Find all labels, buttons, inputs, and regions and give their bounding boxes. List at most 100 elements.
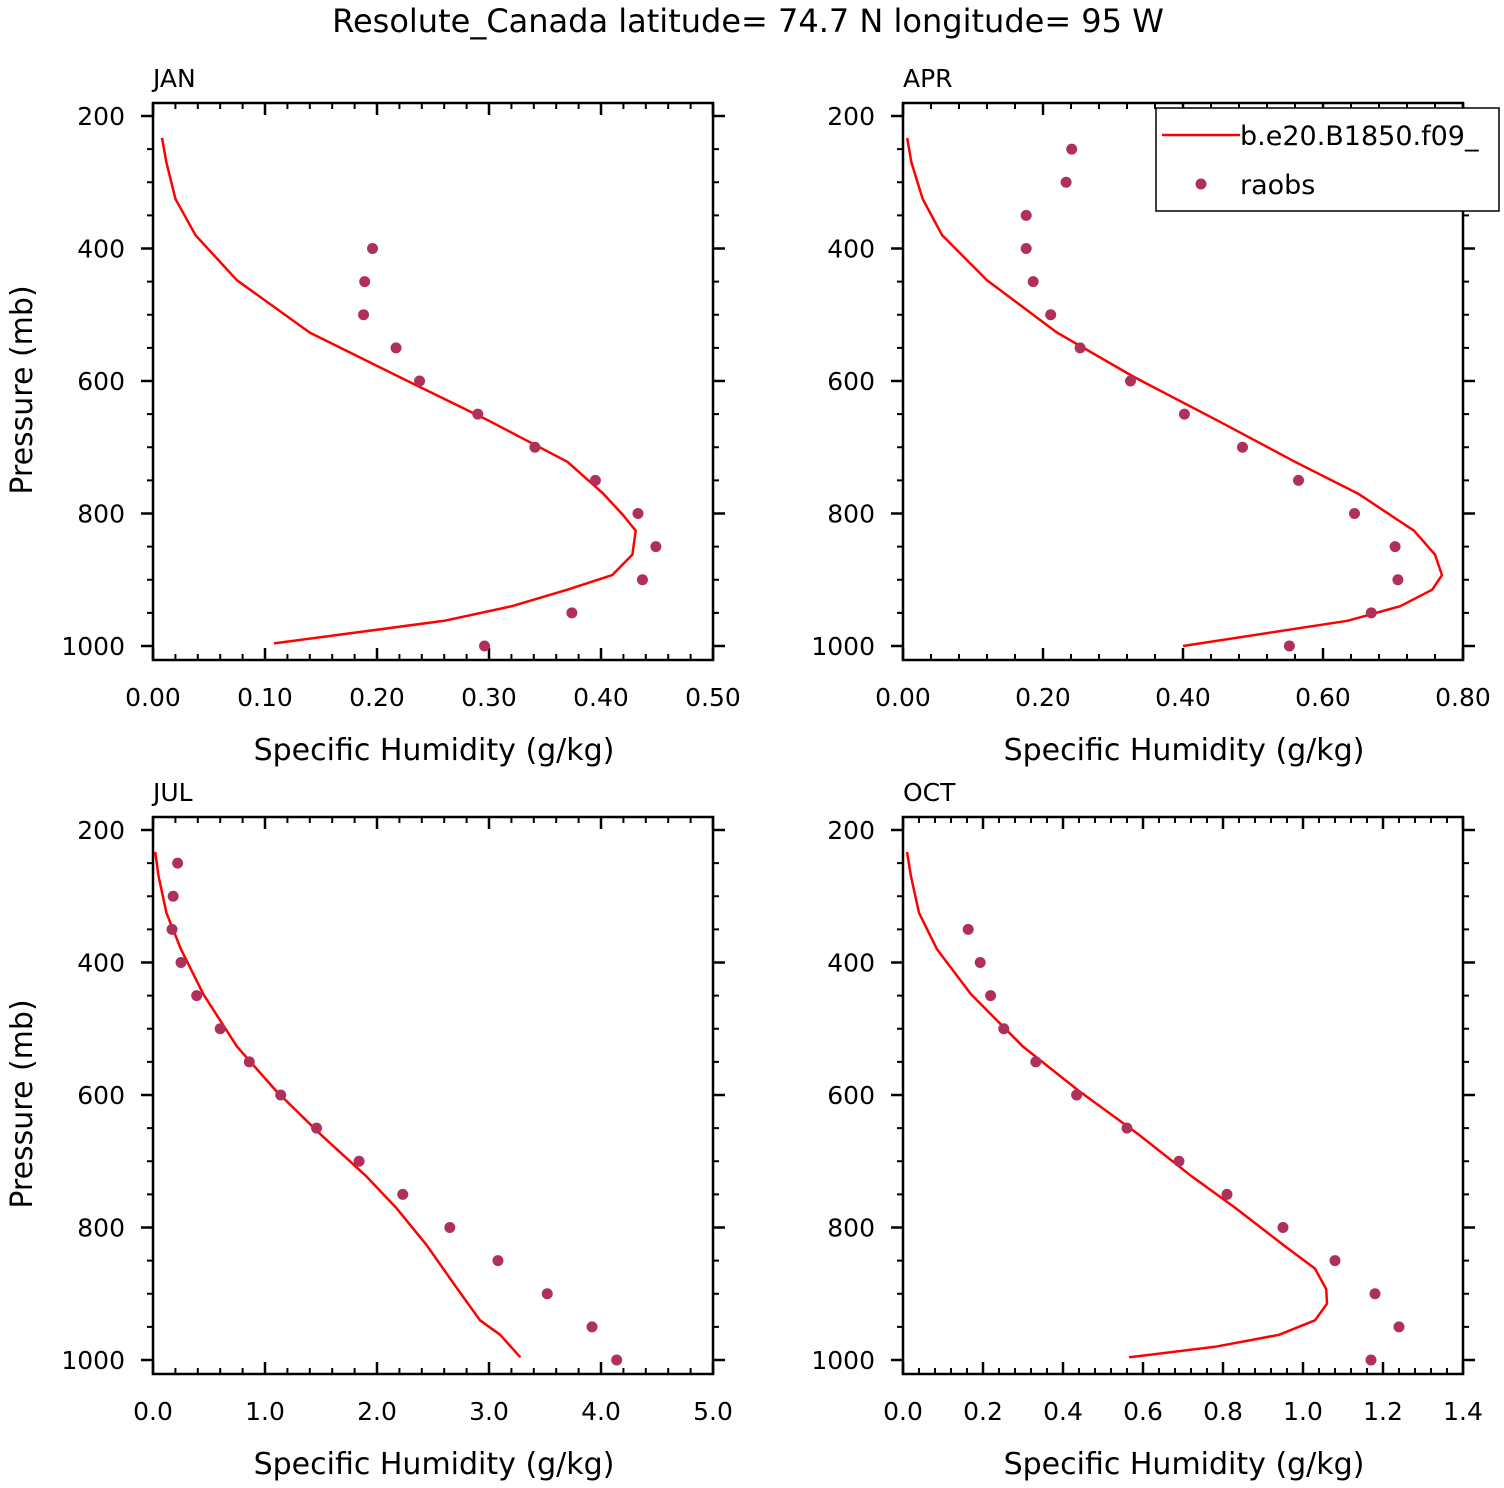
raobs-point	[1125, 375, 1136, 387]
panel-title: JUL	[151, 778, 193, 807]
raobs-point	[529, 441, 541, 453]
raobs-point	[962, 923, 974, 935]
raobs-point	[632, 508, 644, 519]
raobs-point	[414, 375, 426, 387]
raobs-point	[1074, 342, 1086, 354]
raobs-point	[311, 1122, 323, 1134]
y-tick-label: 400	[827, 949, 875, 978]
raobs-point	[1030, 1056, 1042, 1068]
raobs-point	[1329, 1255, 1341, 1267]
raobs-point	[444, 1222, 456, 1233]
x-tick-label: 0.50	[685, 683, 741, 712]
raobs-point	[243, 1056, 255, 1068]
panel-title: JAN	[151, 64, 196, 93]
y-tick-label: 600	[77, 367, 125, 396]
raobs-point	[191, 990, 203, 1002]
x-tick-label: 0.30	[461, 683, 517, 712]
raobs-point	[1071, 1089, 1083, 1101]
raobs-point	[172, 857, 184, 869]
model-profile-line	[905, 137, 1444, 648]
x-axis-label: Specific Humidity (g/kg)	[254, 1447, 615, 1482]
x-tick-label: 1.2	[1363, 1397, 1403, 1426]
raobs-point	[1389, 541, 1401, 553]
raobs-point	[1365, 1354, 1377, 1366]
x-tick-label: 1.0	[245, 1397, 285, 1426]
x-tick-label: 1.4	[1443, 1397, 1483, 1426]
y-tick-label: 800	[77, 500, 125, 529]
y-tick-label: 800	[77, 1214, 125, 1243]
legend-obs-label: raobs	[1240, 170, 1315, 201]
raobs-point	[175, 957, 187, 968]
y-tick-label: 600	[827, 367, 875, 396]
model-profile-line	[160, 137, 637, 645]
raobs-point	[1045, 309, 1057, 321]
raobs-point	[1277, 1222, 1289, 1233]
raobs-point	[166, 923, 178, 935]
raobs-point	[566, 607, 578, 619]
raobs-point	[492, 1255, 504, 1267]
y-tick-label: 1000	[61, 1346, 125, 1375]
raobs-point	[167, 890, 179, 902]
y-tick-label: 200	[77, 816, 125, 845]
y-tick-label: 200	[827, 816, 875, 845]
y-tick-label: 800	[827, 1214, 875, 1243]
raobs-point	[636, 574, 648, 586]
x-tick-label: 0.10	[237, 683, 293, 712]
legend-box	[1155, 107, 1500, 212]
panel-oct: OCT Specific Humidity (g/kg) 0.0 0.2 0.4 0.…	[811, 778, 1483, 1482]
raobs-point	[1020, 209, 1032, 221]
raobs-point	[589, 474, 601, 486]
raobs-point	[472, 408, 484, 420]
legend-marker-swatch	[1195, 178, 1207, 190]
x-tick-label: 0.4	[1043, 1397, 1083, 1426]
raobs-point	[1392, 574, 1404, 586]
raobs-point	[611, 1354, 623, 1366]
x-tick-label: 0.0	[883, 1397, 923, 1426]
panel-apr: APR Specific Humidity (g/kg) 0.00 0.20 0.4…	[811, 64, 1490, 768]
x-tick-label: 0.40	[1155, 683, 1211, 712]
x-tick-label: 1.0	[1283, 1397, 1323, 1426]
x-tick-label: 0.00	[125, 683, 181, 712]
y-axis-label: Pressure (mb)	[5, 999, 40, 1208]
raobs-point	[1066, 143, 1078, 155]
raobs-point	[1121, 1122, 1133, 1134]
x-tick-label: 0.8	[1203, 1397, 1243, 1426]
raobs-point	[1027, 276, 1039, 288]
y-tick-label: 400	[827, 235, 875, 264]
raobs-point	[1173, 1155, 1185, 1167]
raobs-point	[1393, 1321, 1405, 1333]
raobs-point	[358, 309, 370, 321]
raobs-point	[1369, 1288, 1381, 1300]
raobs-point	[1237, 441, 1248, 453]
x-tick-label: 0.20	[1015, 683, 1071, 712]
y-tick-label: 1000	[811, 632, 875, 661]
y-tick-label: 400	[77, 235, 125, 264]
y-tick-label: 200	[77, 102, 125, 131]
x-tick-label: 0.00	[875, 683, 931, 712]
raobs-point	[1365, 607, 1377, 619]
raobs-point	[1178, 408, 1190, 420]
y-tick-label: 800	[827, 500, 875, 529]
panel-title: OCT	[903, 778, 956, 807]
raobs-point	[586, 1321, 598, 1333]
legend: b.e20.B1850.f09_ raobs	[1155, 107, 1500, 212]
x-axis-label: Specific Humidity (g/kg)	[1004, 733, 1365, 768]
x-tick-label: 0.2	[963, 1397, 1003, 1426]
x-tick-label: 0.40	[573, 683, 629, 712]
raobs-point	[367, 243, 379, 254]
x-tick-label: 0.6	[1123, 1397, 1163, 1426]
y-tick-label: 1000	[811, 1346, 875, 1375]
y-tick-label: 400	[77, 949, 125, 978]
x-axis-label: Specific Humidity (g/kg)	[1004, 1447, 1365, 1482]
raobs-point	[479, 640, 491, 652]
y-axis-label: Pressure (mb)	[5, 285, 40, 494]
raobs-point	[1060, 176, 1072, 188]
legend-model-label: b.e20.B1850.f09_	[1240, 121, 1479, 152]
panel-jul: JUL Pressure (mb) Specific Humidity (g/k…	[5, 778, 733, 1482]
x-tick-label: 0.20	[349, 683, 405, 712]
raobs-point	[1349, 508, 1360, 519]
model-profile-line	[905, 851, 1329, 1359]
y-tick-label: 200	[827, 102, 875, 131]
